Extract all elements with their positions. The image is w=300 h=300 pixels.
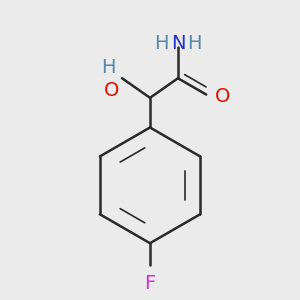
Text: F: F	[144, 274, 156, 293]
Text: H: H	[101, 58, 116, 77]
Text: O: O	[215, 86, 230, 106]
Text: H: H	[187, 34, 201, 53]
Text: H: H	[154, 34, 169, 53]
Text: N: N	[171, 34, 185, 53]
Text: O: O	[104, 81, 119, 100]
